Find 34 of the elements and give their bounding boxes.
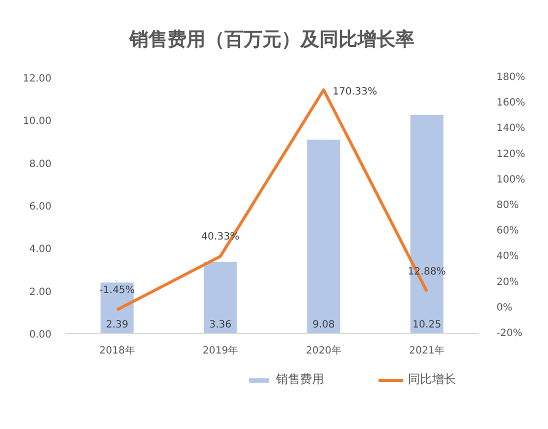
data-label: 3.36 xyxy=(209,320,232,330)
y-tick-label: 2.00 xyxy=(29,286,52,298)
bar xyxy=(410,114,444,334)
legend-label: 销售费用 xyxy=(276,371,324,388)
chart-title: 销售费用（百万元）及同比增长率 xyxy=(128,28,414,50)
y2-tick-label: 80% xyxy=(496,200,519,211)
y2-tick-label: 0% xyxy=(496,302,512,314)
x-tick-label: 2018年 xyxy=(99,344,135,356)
y2-tick-label: 160% xyxy=(496,98,526,109)
y-tick-label: 8.00 xyxy=(29,158,52,170)
y-tick-label: 10.00 xyxy=(22,116,52,128)
y2-tick-label: 120% xyxy=(496,148,526,160)
y2-tick-label: 60% xyxy=(496,226,519,237)
y-tick-label: 0.00 xyxy=(29,330,52,340)
y2-tick-label: -20% xyxy=(496,328,522,339)
bar xyxy=(307,140,340,334)
data-label: -1.45% xyxy=(99,284,135,296)
x-tick-label: 2021年 xyxy=(409,344,445,356)
data-label: 9.08 xyxy=(312,320,335,330)
y2-tick-label: 180% xyxy=(496,72,526,83)
data-label: 2.39 xyxy=(106,320,128,330)
legend-label: 同比增长 xyxy=(408,371,456,388)
y2-tick-label: 100% xyxy=(496,174,526,186)
y2-tick-label: 40% xyxy=(496,251,519,262)
x-tick-label: 2019年 xyxy=(202,344,238,356)
data-label: 10.25 xyxy=(412,320,442,330)
bar xyxy=(204,262,237,334)
y-tick-label: 4.00 xyxy=(29,244,52,256)
y-tick-label: 12.00 xyxy=(22,74,52,84)
y2-tick-label: 20% xyxy=(496,276,519,288)
y-tick-label: 6.00 xyxy=(29,202,52,212)
data-label: 170.33% xyxy=(332,86,378,98)
y2-tick-label: 140% xyxy=(496,123,526,134)
x-tick-label: 2020年 xyxy=(306,344,342,356)
